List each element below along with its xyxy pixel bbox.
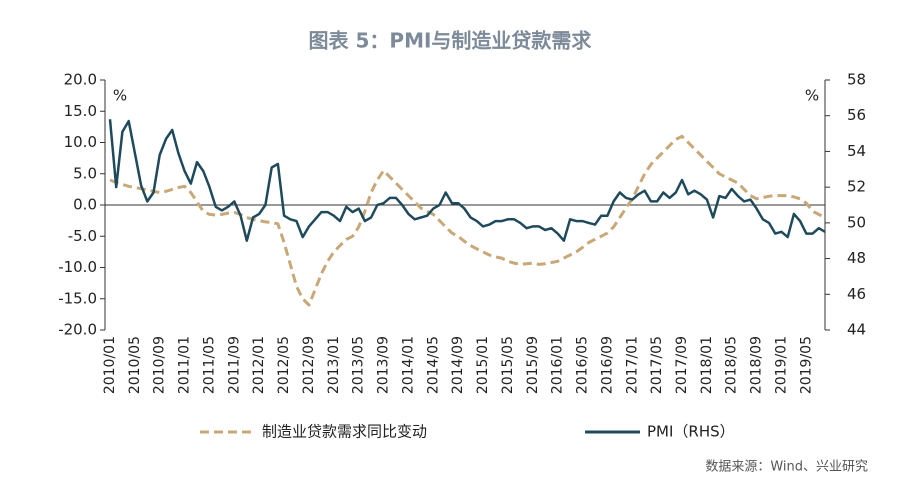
- x-tick-label: 2016/01: [550, 336, 566, 394]
- y-tick-label: 15.0: [64, 102, 97, 120]
- x-tick-label: 2015/09: [525, 336, 541, 394]
- y-tick-label: -20.0: [58, 321, 97, 339]
- y2-tick-label: 58: [847, 71, 866, 89]
- y2-tick-label: 52: [847, 178, 866, 196]
- x-tick-label: 2013/09: [376, 336, 392, 394]
- x-tick-label: 2017/01: [624, 336, 640, 394]
- x-tick-label: 2017/05: [649, 336, 665, 394]
- y2-tick-label: 56: [847, 106, 866, 124]
- x-tick-label: 2013/05: [351, 336, 367, 394]
- x-tick-label: 2012/09: [301, 336, 317, 394]
- x-tick-label: 2012/05: [276, 336, 292, 394]
- y2-unit: %: [805, 87, 819, 105]
- x-tick-label: 2014/01: [400, 336, 416, 394]
- x-tick-label: 2010/05: [127, 336, 143, 394]
- x-tick-label: 2012/01: [251, 336, 267, 394]
- x-tick-label: 2018/09: [749, 336, 765, 394]
- x-tick-label: 2011/01: [177, 336, 193, 394]
- y2-tick-label: 50: [847, 213, 866, 231]
- x-tick-label: 2019/01: [773, 336, 789, 394]
- y-tick-label: 0.0: [73, 196, 97, 214]
- x-tick-label: 2019/05: [798, 336, 814, 394]
- y-tick-label: -10.0: [58, 258, 97, 276]
- y2-tick-label: 44: [847, 321, 866, 339]
- x-tick-label: 2010/09: [152, 336, 168, 394]
- x-tick-label: 2015/01: [475, 336, 491, 394]
- source: 数据来源：Wind、兴业研究: [705, 460, 868, 475]
- x-tick-label: 2014/09: [450, 336, 466, 394]
- y-tick-label: 20.0: [64, 71, 97, 89]
- series-line: [109, 134, 826, 307]
- y-tick-label: -15.0: [58, 289, 97, 307]
- y2-tick-label: 54: [847, 142, 866, 160]
- x-tick-label: 2013/01: [326, 336, 342, 394]
- x-tick-label: 2015/05: [500, 336, 516, 394]
- legend-label: PMI（RHS）: [647, 423, 735, 441]
- y2-tick-label: 48: [847, 249, 866, 267]
- x-tick-label: 2016/09: [599, 336, 615, 394]
- x-tick-label: 2018/01: [699, 336, 715, 394]
- x-tick-label: 2018/05: [724, 336, 740, 394]
- x-tick-label: 2014/05: [425, 336, 441, 394]
- legend-label: 制造业贷款需求同比变动: [262, 423, 427, 441]
- y-tick-label: 5.0: [73, 164, 97, 182]
- x-tick-label: 2011/09: [226, 336, 242, 394]
- y-unit: %: [113, 87, 127, 105]
- x-tick-label: 2010/01: [102, 336, 118, 394]
- chart-title: 图表 5：PMI与制造业贷款需求: [309, 29, 593, 53]
- y-tick-label: 10.0: [64, 133, 97, 151]
- y2-tick-label: 46: [847, 285, 866, 303]
- series-line: [108, 119, 826, 242]
- x-tick-label: 2011/05: [201, 336, 217, 394]
- x-tick-label: 2017/09: [674, 336, 690, 394]
- y-tick-label: -5.0: [68, 227, 97, 245]
- x-tick-label: 2016/05: [575, 336, 591, 394]
